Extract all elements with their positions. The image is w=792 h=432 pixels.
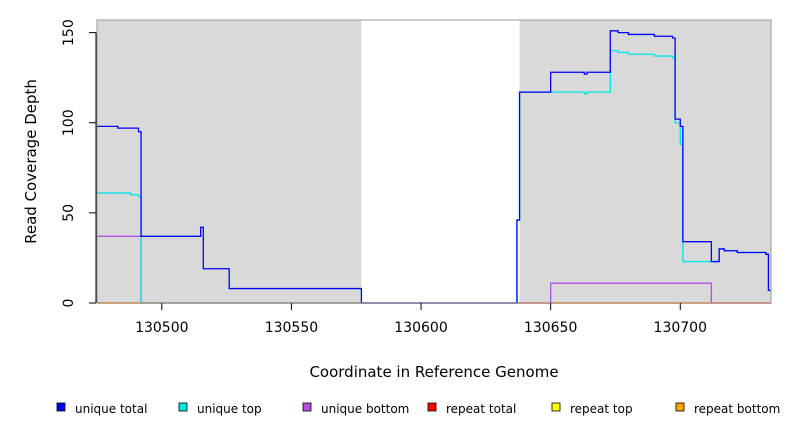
legend-item-unique-bottom: unique bottom xyxy=(302,402,409,416)
legend-item-repeat-top: repeat top xyxy=(551,402,633,416)
legend-swatch xyxy=(675,402,685,412)
x-tick-label: 130700 xyxy=(654,320,707,336)
y-axis: 0 50 100 150 xyxy=(61,19,97,308)
legend-label: unique total xyxy=(75,402,147,416)
legend-swatch xyxy=(178,402,188,412)
legend: unique total unique top unique bottom repea… xyxy=(56,402,780,416)
legend-item-unique-total: unique total xyxy=(56,402,147,416)
x-tick-label: 130550 xyxy=(265,320,318,336)
legend-swatch xyxy=(56,402,66,412)
y-tick-label: 150 xyxy=(61,19,77,46)
plot-border xyxy=(96,19,772,304)
legend-label: repeat total xyxy=(446,402,516,416)
x-axis-title: Coordinate in Reference Genome xyxy=(309,363,558,381)
y-tick-label: 100 xyxy=(61,109,77,136)
legend-item-repeat-total: repeat total xyxy=(427,402,516,416)
plot-frame xyxy=(96,19,772,304)
y-tick-label: 0 xyxy=(61,299,77,308)
plot-background xyxy=(97,20,771,303)
legend-item-repeat-bottom: repeat bottom xyxy=(675,402,780,416)
x-tick-label: 130500 xyxy=(135,320,188,336)
y-tick-label: 50 xyxy=(61,204,77,222)
x-axis: 130500 130550 130600 130650 130700 xyxy=(135,303,707,336)
y-axis-title: Read Coverage Depth xyxy=(22,79,40,244)
series-line-unique-total xyxy=(97,30,771,304)
x-tick-label: 130650 xyxy=(524,320,577,336)
legend-label: repeat bottom xyxy=(694,402,780,416)
shaded-region-1 xyxy=(519,20,771,303)
legend-swatch xyxy=(302,402,312,412)
legend-item-unique-top: unique top xyxy=(178,402,262,416)
legend-swatch xyxy=(427,402,437,412)
shaded-region-0 xyxy=(97,20,362,303)
legend-label: unique bottom xyxy=(321,402,409,416)
legend-label: repeat top xyxy=(570,402,633,416)
legend-swatch xyxy=(551,402,561,412)
x-tick-label: 130600 xyxy=(394,320,447,336)
legend-label: unique top xyxy=(197,402,262,416)
